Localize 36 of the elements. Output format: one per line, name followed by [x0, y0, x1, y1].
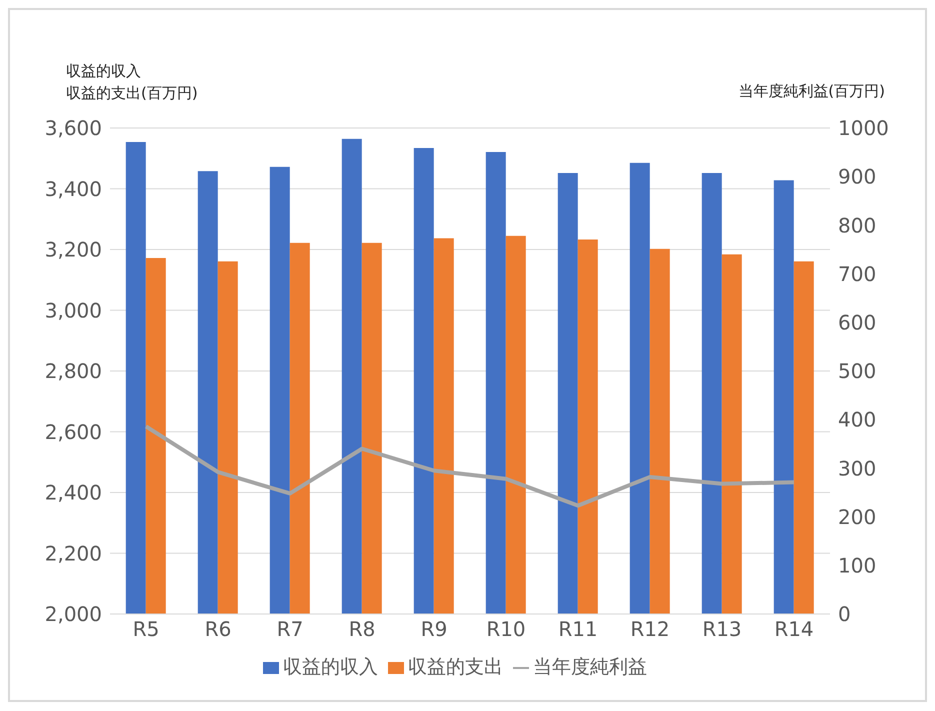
- x-tick-label: R13: [702, 617, 742, 642]
- y-tick-label: 3,400: [44, 176, 102, 201]
- y-tick-label: 2,200: [44, 541, 102, 566]
- x-tick-label: R8: [348, 617, 376, 642]
- x-tick-label: R9: [420, 617, 448, 642]
- y2-tick-label: 400: [838, 408, 876, 432]
- legend-label: 当年度純利益: [533, 656, 647, 678]
- y2-tick-label: 600: [838, 310, 876, 334]
- y-tick-label: 3,600: [44, 116, 102, 140]
- x-tick-label: R10: [486, 617, 526, 642]
- x-tick-label: R7: [276, 617, 304, 642]
- y2-tick-label: 1000: [838, 116, 889, 140]
- y2-tick-label: 900: [838, 164, 876, 189]
- x-tick-label: R12: [630, 617, 670, 642]
- y2-tick-label: 0: [838, 602, 851, 626]
- y2-tick-label: 200: [838, 504, 876, 529]
- x-tick-label: R5: [132, 617, 160, 642]
- x-tick-label: R6: [204, 617, 232, 642]
- y-tick-label: 2,000: [44, 602, 102, 626]
- y-tick-label: 2,600: [44, 420, 102, 444]
- y-tick-label: 2,400: [44, 480, 102, 505]
- y-tick-label: 2,800: [44, 359, 102, 384]
- y-axis-title: 収益的収入収益的支出(百万円): [66, 61, 198, 104]
- legend-label: 収益的支出: [408, 656, 503, 678]
- y2-tick-label: 300: [838, 456, 876, 480]
- legend-label: 収益的収入: [283, 656, 378, 678]
- y2-tick-label: 800: [838, 213, 876, 238]
- y-tick-label: 3,000: [44, 298, 102, 322]
- y2-tick-label: 500: [838, 359, 876, 384]
- y2-tick-label: 700: [838, 262, 876, 286]
- y2-tick-label: 100: [838, 554, 876, 578]
- line-series: [144, 424, 796, 508]
- y-tick-label: 3,200: [44, 238, 102, 262]
- y2-axis-title: 当年度純利益(百万円): [738, 82, 885, 101]
- x-tick-label: R14: [774, 617, 814, 642]
- x-tick-label: R11: [558, 617, 598, 642]
